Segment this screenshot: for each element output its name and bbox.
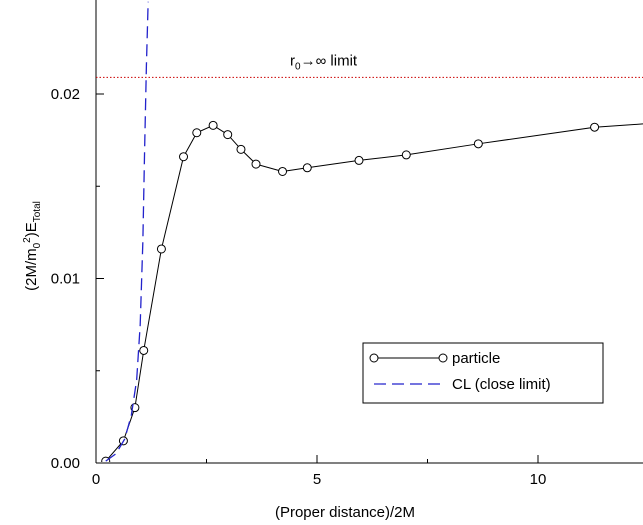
data-point — [192, 128, 202, 138]
data-point — [302, 163, 312, 173]
data-point — [236, 144, 246, 154]
data-point — [354, 155, 364, 165]
x-tick-label: 5 — [313, 471, 321, 488]
legend-label-cl: CL (close limit) — [452, 376, 551, 393]
data-point — [179, 152, 189, 162]
legend: particle CL (close limit) — [362, 342, 604, 404]
series-line-particle — [105, 123, 643, 462]
label-part: Total — [32, 201, 43, 222]
data-point — [401, 150, 411, 160]
series-line-cl — [105, 1, 149, 462]
reference-label-layer: r0→∞ limit — [290, 52, 358, 72]
series-layer — [101, 1, 643, 462]
label-part: (2M/m — [23, 248, 40, 291]
data-point — [156, 244, 166, 254]
reference-line-label: r0→∞ limit — [290, 52, 358, 72]
legend-box — [362, 342, 604, 404]
label-part: r — [290, 52, 295, 69]
data-point — [278, 166, 288, 176]
legend-marker-particle-left — [369, 353, 379, 363]
x-tick-label: 10 — [530, 471, 547, 488]
x-axis-label: (Proper distance)/2M — [275, 504, 415, 521]
data-point — [223, 130, 233, 140]
data-point — [208, 120, 218, 130]
label-part: 0 — [32, 242, 43, 248]
label-part: 2 — [22, 237, 33, 243]
data-point — [139, 345, 149, 355]
data-point — [590, 122, 600, 132]
label-part: 0 — [295, 61, 301, 72]
label-part: →∞ limit — [301, 52, 358, 69]
ticks — [95, 93, 539, 464]
x-tick-label: 0 — [92, 471, 100, 488]
data-point — [101, 456, 111, 462]
tick-labels: 0 5 10 0.00 0.01 0.02 — [51, 86, 547, 488]
data-point — [473, 139, 483, 149]
label-part: )E — [23, 222, 40, 237]
data-point — [251, 159, 261, 169]
legend-label-particle: particle — [452, 350, 500, 367]
y-axis-label: (2M/m02)ETotal — [22, 201, 43, 291]
y-tick-label: 0.01 — [51, 271, 80, 288]
y-tick-label: 0.00 — [51, 455, 80, 472]
legend-marker-particle-right — [438, 353, 448, 363]
y-tick-label: 0.02 — [51, 86, 80, 103]
